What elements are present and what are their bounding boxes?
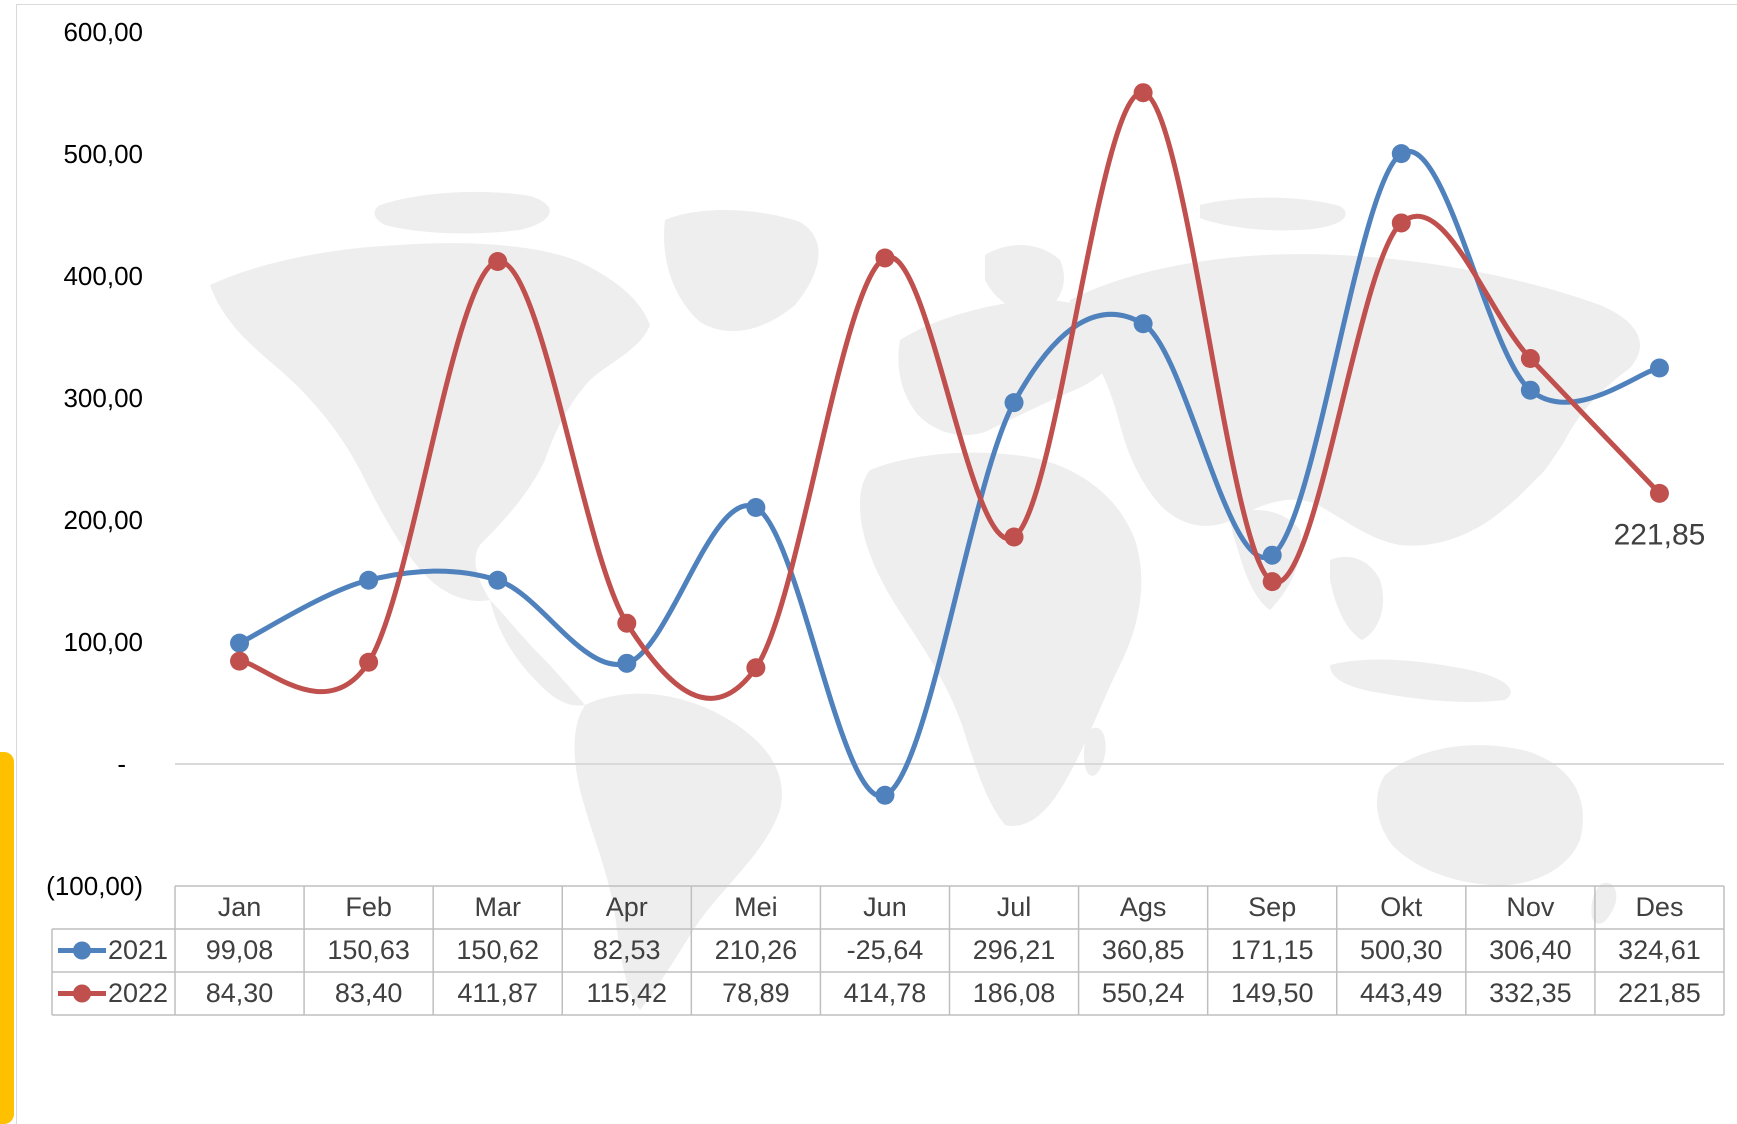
data-labels: 221,85 — [1614, 518, 1706, 551]
series-point-2022-Okt — [1391, 213, 1411, 233]
series-point-2021-Jul — [1004, 393, 1024, 413]
table-cell-2021-Nov: 306,40 — [1489, 935, 1572, 965]
y-tick-label: 300,00 — [63, 383, 143, 413]
map-southeast-asia — [1330, 556, 1384, 640]
table-cell-2022-Ags: 550,24 — [1102, 978, 1185, 1008]
map-south-america — [574, 693, 782, 1010]
map-north-america — [210, 243, 650, 601]
y-tick-label: 400,00 — [63, 261, 143, 291]
table-header-Mei: Mei — [734, 892, 778, 922]
table-header-Nov: Nov — [1506, 892, 1555, 922]
table-header-Jan: Jan — [218, 892, 262, 922]
map-australia — [1376, 745, 1583, 886]
legend-key-marker-2021 — [73, 941, 91, 960]
y-tick-label: - — [117, 749, 126, 779]
map-new-zealand — [1591, 882, 1617, 924]
data-table: Jan Feb Mar Apr Mei Jun Jul Ags Sep Okt Nov Des 2021… — [51, 885, 1725, 1016]
chart-border-top — [16, 4, 1737, 5]
table-cell-2022-Okt: 443,49 — [1360, 978, 1443, 1008]
series-point-2021-Mar — [488, 570, 508, 590]
table-cell-2021-Jul: 296,21 — [973, 935, 1056, 965]
table-cell-2022-Mar: 411,87 — [457, 978, 538, 1008]
table-cell-2021-Apr: 82,53 — [593, 935, 661, 965]
legend-label-2022: 2022 — [108, 978, 168, 1008]
table-cell-2022-Jul: 186,08 — [973, 978, 1056, 1008]
map-africa — [860, 452, 1142, 826]
series-point-2021-Mei — [746, 497, 766, 517]
y-tick-label: 200,00 — [63, 505, 143, 535]
table-cell-2022-Sep: 149,50 — [1231, 978, 1314, 1008]
series-point-2022-Feb — [359, 652, 379, 672]
series-point-2022-Jul — [1004, 527, 1024, 547]
yellow-accent-bar — [0, 752, 14, 1124]
map-greenland — [664, 210, 819, 332]
series-point-2021-Sep — [1262, 545, 1282, 565]
table-cell-2022-Nov: 332,35 — [1489, 978, 1572, 1008]
table-cell-2021-Des: 324,61 — [1618, 935, 1701, 965]
y-tick-label: 500,00 — [63, 139, 143, 169]
table-cell-2022-Feb: 83,40 — [335, 978, 403, 1008]
table-cell-2022-Apr: 115,42 — [587, 978, 668, 1008]
series-point-2021-Feb — [359, 570, 379, 590]
map-japan — [1524, 414, 1562, 482]
table-cell-2022-Jan: 84,30 — [206, 978, 274, 1008]
series-point-2021-Ags — [1133, 314, 1153, 334]
table-cell-2021-Jan: 99,08 — [206, 935, 274, 965]
map-scandinavia — [985, 244, 1064, 313]
table-cell-2021-Sep: 171,15 — [1231, 935, 1314, 965]
series-point-2022-Apr — [617, 613, 637, 633]
series-point-2022-Jun — [875, 248, 895, 268]
table-cell-2021-Okt: 500,30 — [1360, 935, 1443, 965]
table-cell-2022-Jun: 414,78 — [844, 978, 927, 1008]
data-label-2022-Des: 221,85 — [1614, 518, 1706, 551]
series-point-2021-Des — [1649, 358, 1669, 378]
map-indonesia — [1330, 659, 1511, 703]
table-cell-2022-Des: 221,85 — [1618, 978, 1701, 1008]
table-header-Feb: Feb — [345, 892, 392, 922]
table-cell-2021-Mei: 210,26 — [715, 935, 798, 965]
legend-key-marker-2022 — [73, 984, 91, 1003]
series-point-2022-Ags — [1133, 83, 1153, 103]
series-point-2022-Des — [1649, 483, 1669, 503]
y-axis: (100,00) - 100,00 200,00 300,00 400,00 500,00 6… — [46, 17, 143, 901]
series-point-2022-Mei — [746, 658, 766, 678]
series-point-2021-Apr — [617, 653, 637, 673]
map-central-america — [490, 600, 585, 706]
legend-label-2021: 2021 — [108, 935, 168, 965]
map-siberian-islands — [1200, 197, 1346, 231]
series-point-2022-Jan — [230, 651, 250, 671]
table-header-Mar: Mar — [474, 892, 521, 922]
table-cell-2022-Mei: 78,89 — [722, 978, 790, 1008]
table-header-Apr: Apr — [606, 892, 648, 922]
series-point-2022-Mar — [488, 252, 508, 272]
series-point-2021-Okt — [1391, 144, 1411, 164]
table-cell-2021-Jun: -25,64 — [847, 935, 924, 965]
table-header-Jun: Jun — [863, 892, 907, 922]
series-points — [230, 83, 1669, 805]
series-point-2022-Nov — [1520, 349, 1540, 369]
chart-border-left — [16, 4, 17, 1124]
series-point-2021-Jun — [875, 785, 895, 805]
y-tick-label: 600,00 — [63, 17, 143, 47]
table-cell-2021-Mar: 150,62 — [456, 935, 539, 965]
y-tick-label: 100,00 — [63, 627, 143, 657]
map-arctic-islands — [374, 191, 550, 234]
series-point-2021-Nov — [1520, 380, 1540, 400]
table-cell-2021-Feb: 150,63 — [327, 935, 410, 965]
table-header-Sep: Sep — [1248, 892, 1296, 922]
table-header-Des: Des — [1635, 892, 1683, 922]
table-header-Ags: Ags — [1120, 892, 1167, 922]
y-tick-label: (100,00) — [46, 871, 143, 901]
series-point-2022-Sep — [1262, 572, 1282, 592]
table-header-Jul: Jul — [997, 892, 1032, 922]
table-cell-2021-Ags: 360,85 — [1102, 935, 1185, 965]
table-header-Okt: Okt — [1380, 892, 1423, 922]
series-point-2021-Jan — [230, 633, 250, 653]
